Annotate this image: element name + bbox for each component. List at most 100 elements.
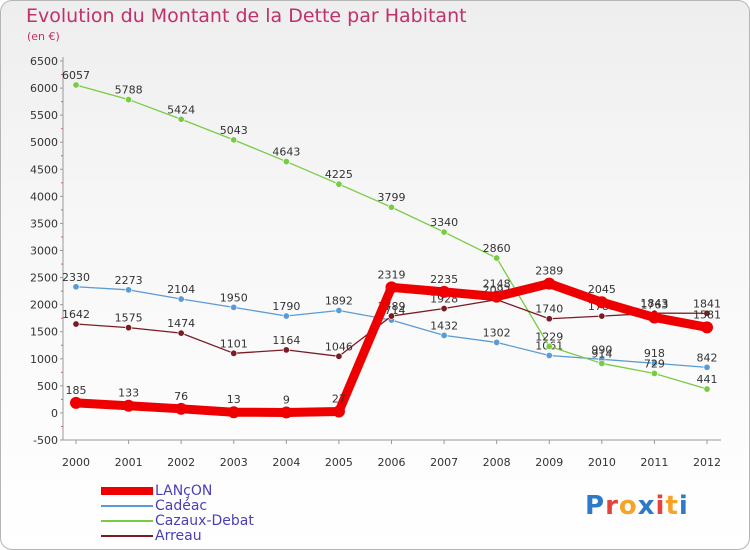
data-label: 2273 bbox=[115, 274, 143, 287]
data-point bbox=[335, 352, 343, 360]
data-point bbox=[125, 286, 133, 294]
x-tick-label: 2003 bbox=[220, 456, 248, 469]
data-label: 1950 bbox=[220, 291, 248, 304]
data-label: 27 bbox=[332, 392, 346, 405]
data-point bbox=[125, 96, 133, 104]
data-label: 1841 bbox=[693, 297, 721, 310]
x-tick-label: 2001 bbox=[115, 456, 143, 469]
logo-letter: i bbox=[655, 491, 666, 521]
data-label: 2330 bbox=[62, 271, 90, 284]
data-label: 729 bbox=[644, 357, 665, 370]
legend-label: Cazaux-Debat bbox=[155, 513, 254, 529]
x-tick-label: 2004 bbox=[272, 456, 300, 469]
data-point bbox=[598, 359, 606, 367]
y-tick-label: -500 bbox=[33, 434, 58, 447]
data-label: 2104 bbox=[167, 283, 195, 296]
data-label: 1101 bbox=[220, 337, 248, 350]
data-label: 990 bbox=[591, 343, 612, 356]
data-point bbox=[282, 346, 290, 354]
data-point bbox=[490, 290, 503, 303]
x-tick-label: 2009 bbox=[535, 456, 563, 469]
logo-letter: x bbox=[637, 491, 656, 521]
data-point bbox=[177, 295, 185, 303]
data-label: 2319 bbox=[378, 268, 406, 281]
legend-label: Arreau bbox=[155, 528, 202, 544]
data-point bbox=[282, 312, 290, 320]
data-point bbox=[701, 321, 713, 334]
data-label: 441 bbox=[697, 373, 718, 386]
data-label: 1740 bbox=[535, 303, 563, 316]
x-tick-label: 2012 bbox=[693, 456, 721, 469]
data-point bbox=[438, 285, 451, 298]
data-label: 2045 bbox=[588, 283, 616, 296]
data-label: 2148 bbox=[483, 278, 511, 291]
data-point bbox=[387, 203, 395, 211]
data-label: 4225 bbox=[325, 168, 353, 181]
data-point bbox=[70, 396, 82, 409]
x-tick-label: 2000 bbox=[62, 456, 90, 469]
data-point bbox=[230, 136, 238, 144]
data-label: 5788 bbox=[115, 84, 143, 97]
legend-label: Cadéac bbox=[155, 498, 208, 514]
legend-label: LANçON bbox=[155, 483, 213, 499]
y-tick-label: 6500 bbox=[30, 55, 58, 68]
x-tick-label: 2002 bbox=[167, 456, 195, 469]
data-label: 1581 bbox=[693, 308, 721, 321]
data-label: 1164 bbox=[272, 334, 300, 347]
data-point bbox=[332, 405, 345, 418]
data-point bbox=[703, 309, 711, 317]
logo-letter: o bbox=[618, 491, 638, 521]
data-point bbox=[650, 369, 658, 377]
y-tick-label: 500 bbox=[37, 380, 58, 393]
data-label: 3799 bbox=[378, 191, 406, 204]
data-point bbox=[175, 402, 188, 415]
x-tick-label: 2007 bbox=[430, 456, 458, 469]
data-label: 842 bbox=[697, 351, 718, 364]
y-tick-label: 2500 bbox=[30, 272, 58, 285]
data-label: 76 bbox=[174, 390, 188, 403]
data-point bbox=[385, 281, 398, 294]
data-label: 1229 bbox=[535, 330, 563, 343]
data-point bbox=[230, 349, 238, 357]
x-tick-label: 2011 bbox=[640, 456, 668, 469]
data-label: 5043 bbox=[220, 124, 248, 137]
data-point bbox=[230, 303, 238, 311]
x-tick-label: 2010 bbox=[588, 456, 616, 469]
data-point bbox=[545, 342, 553, 350]
x-tick-label: 2008 bbox=[483, 456, 511, 469]
data-point bbox=[493, 338, 501, 346]
data-label: 185 bbox=[66, 384, 87, 397]
data-label: 914 bbox=[591, 347, 612, 360]
chart-title: Evolution du Montant de la Dette par Hab… bbox=[26, 5, 467, 27]
data-point bbox=[72, 283, 80, 291]
data-point bbox=[122, 399, 135, 412]
legend-swatch bbox=[101, 535, 153, 537]
data-label: 2860 bbox=[483, 242, 511, 255]
data-point bbox=[72, 320, 80, 328]
data-point bbox=[493, 254, 501, 262]
y-tick-label: 2000 bbox=[30, 299, 58, 312]
data-label: 9 bbox=[283, 393, 290, 406]
data-point bbox=[177, 329, 185, 337]
y-tick-label: 4000 bbox=[30, 190, 58, 203]
data-point bbox=[543, 277, 556, 290]
y-tick-label: 4500 bbox=[30, 163, 58, 176]
data-point bbox=[595, 296, 608, 309]
data-label: 1790 bbox=[272, 300, 300, 313]
data-point bbox=[280, 406, 293, 419]
data-point bbox=[650, 359, 658, 367]
data-point bbox=[598, 312, 606, 320]
data-label: 2235 bbox=[430, 273, 458, 286]
data-point bbox=[648, 311, 661, 324]
data-label: 1642 bbox=[62, 308, 90, 321]
legend-swatch bbox=[101, 505, 153, 507]
y-tick-label: 3000 bbox=[30, 245, 58, 258]
data-label: 1302 bbox=[483, 326, 511, 339]
x-tick-label: 2006 bbox=[378, 456, 406, 469]
x-tick-label: 2005 bbox=[325, 456, 353, 469]
data-point bbox=[440, 228, 448, 236]
y-tick-label: 5000 bbox=[30, 136, 58, 149]
data-label: 1763 bbox=[640, 298, 668, 311]
